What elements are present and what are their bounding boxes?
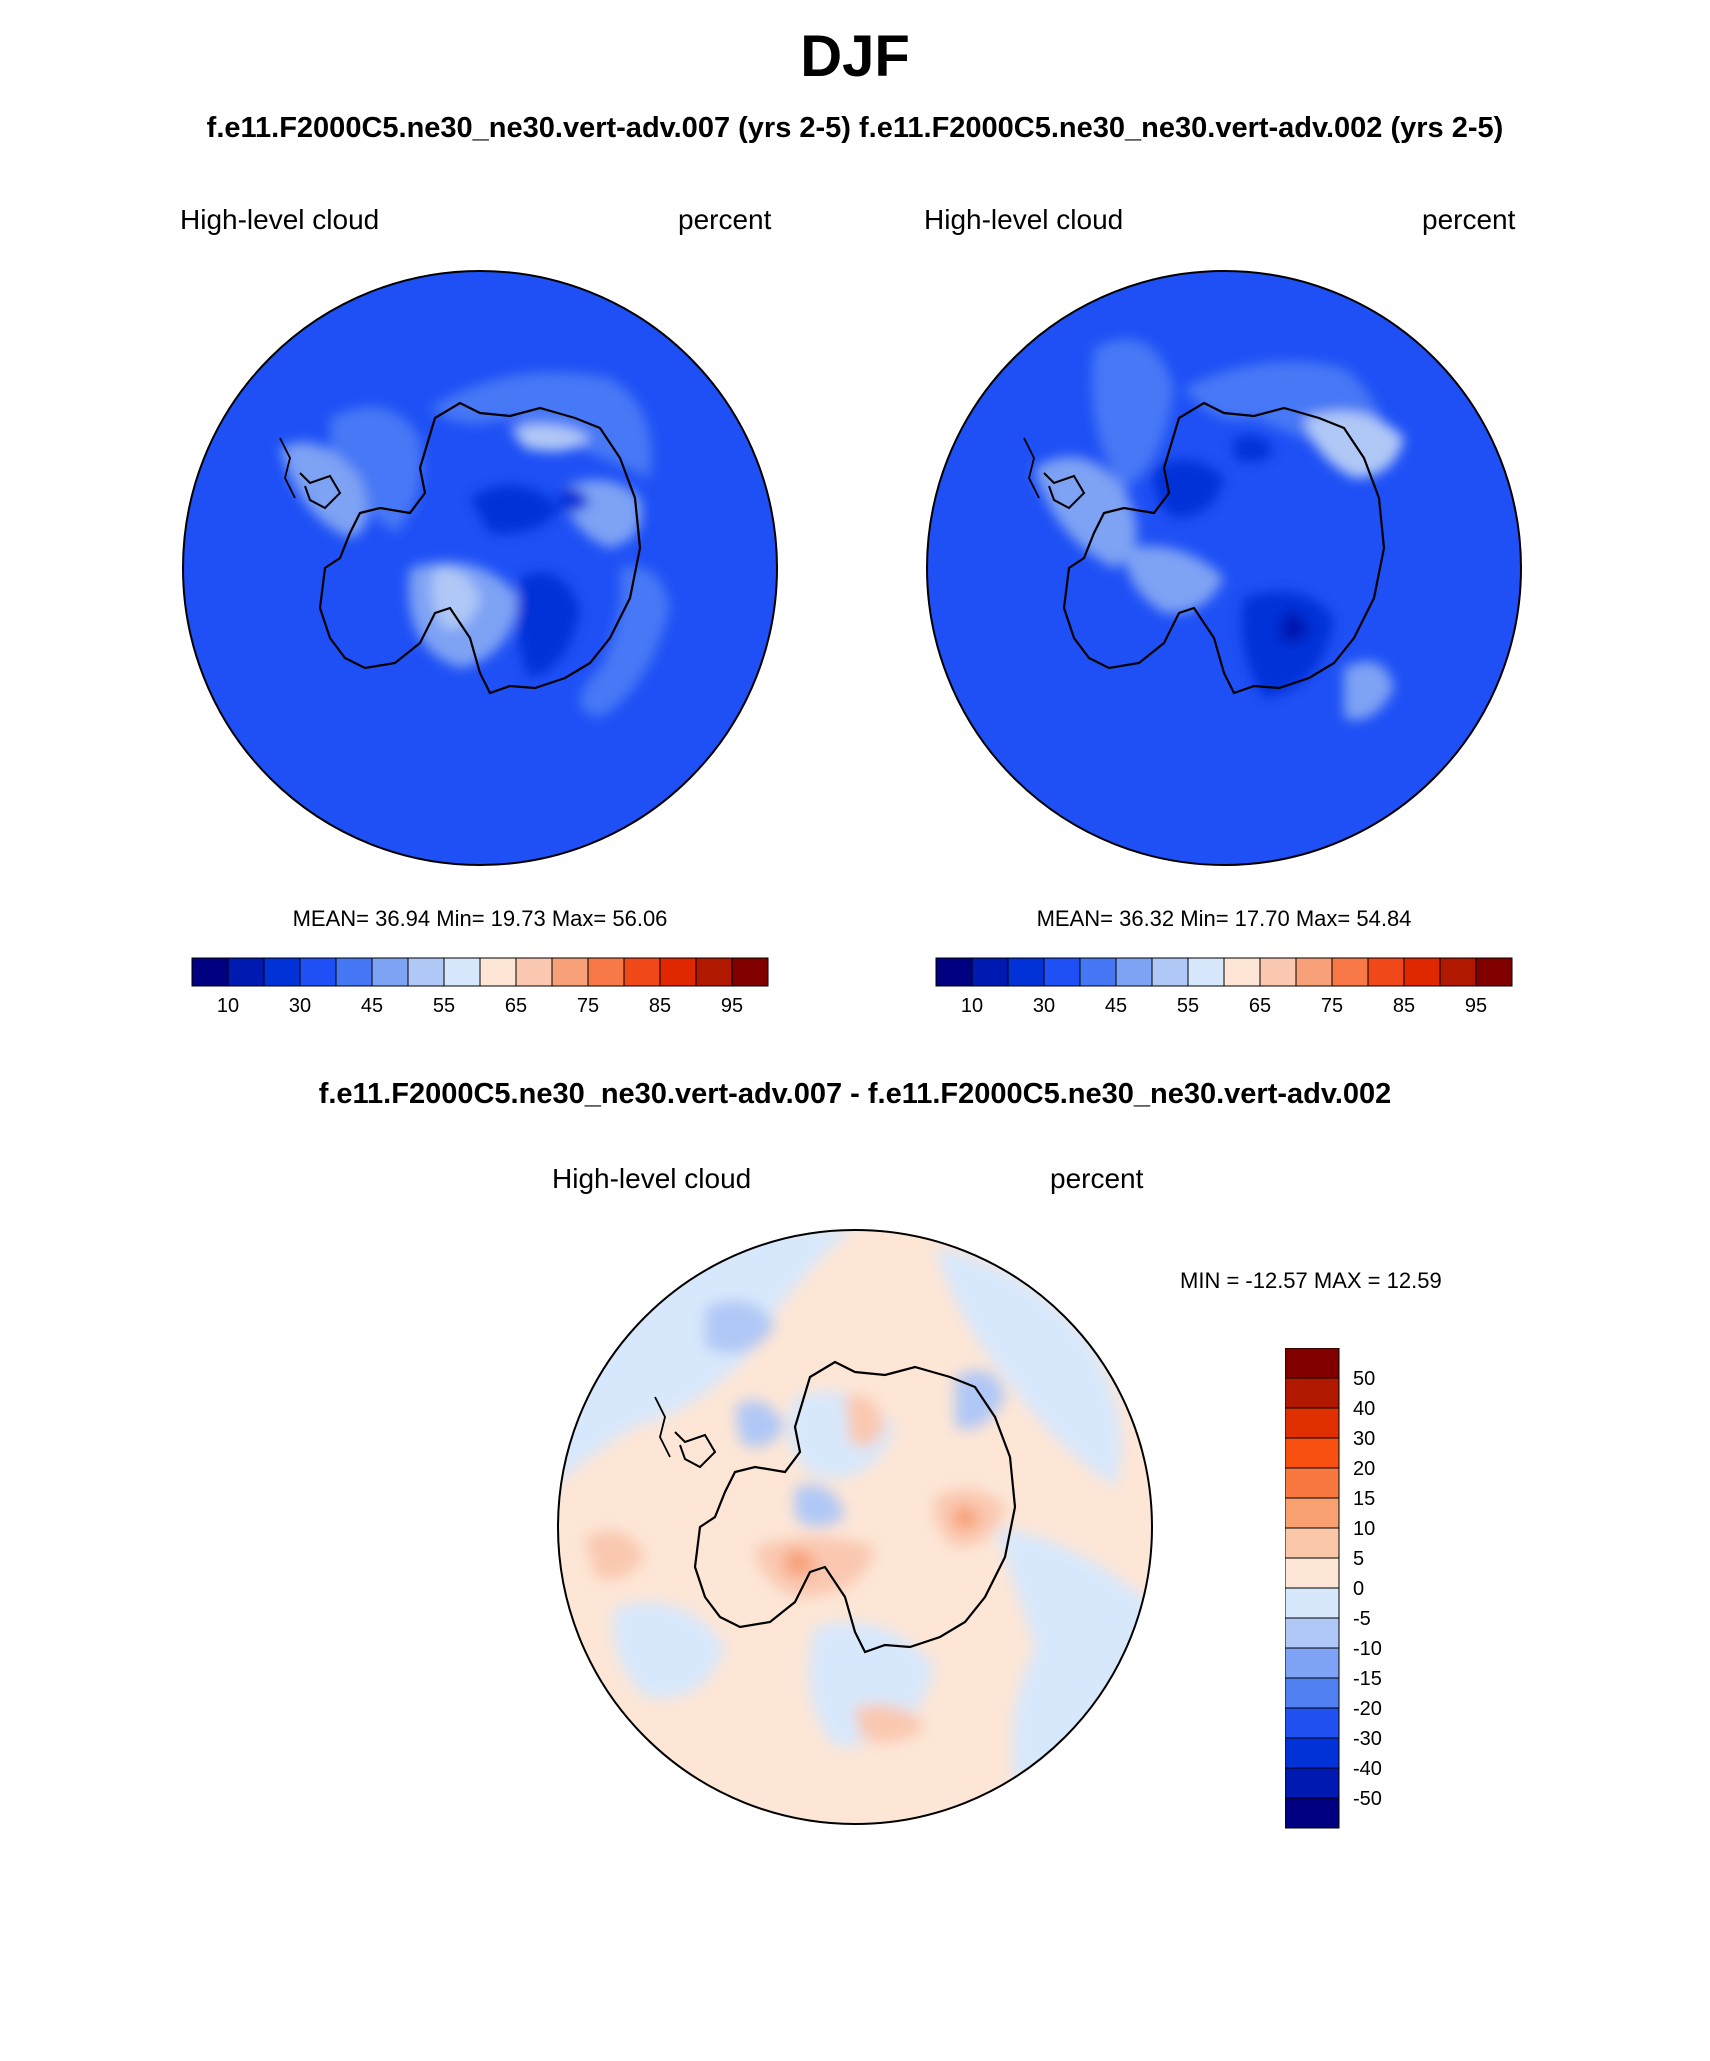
difference-colorbar-tick-label: -20 — [1353, 1698, 1382, 1720]
panel-2-colorbar-box — [1367, 957, 1405, 987]
panel-1-colorbar-tick-label: 45 — [361, 995, 383, 1017]
difference-colorbar-box — [1285, 1737, 1340, 1769]
panel-1-colorbar-box — [479, 957, 517, 987]
panel-1-colorbar-box — [371, 957, 409, 987]
difference-colorbar-tick-label: -15 — [1353, 1668, 1382, 1690]
panel-2-units: percent — [1422, 204, 1516, 235]
difference-colorbar-tick-label: 0 — [1353, 1578, 1364, 1600]
panel-1-colorbar-box — [695, 957, 733, 987]
difference-colorbar-box — [1285, 1377, 1340, 1409]
panel-1-colorbar-box — [263, 957, 301, 987]
panel-2-map — [926, 270, 1522, 866]
difference-colorbar-tick-label: 20 — [1353, 1458, 1375, 1480]
panel-2-colorbar-tick-label: 45 — [1105, 995, 1127, 1017]
panel-2-colorbar-tick-label: 30 — [1033, 995, 1055, 1017]
panel-2-colorbar-box — [935, 957, 973, 987]
panel-1-colorbar-tick-label: 30 — [289, 995, 311, 1017]
difference-colorbar-tick-label: 40 — [1353, 1398, 1375, 1420]
panel-2-colorbar-tick-label: 65 — [1249, 995, 1271, 1017]
panel-2-colorbar-box — [1043, 957, 1081, 987]
panel-2-colorbar-box — [1007, 957, 1045, 987]
panel-1-colorbar-box — [551, 957, 589, 987]
panel-2-colorbar-box — [1151, 957, 1189, 987]
difference-colorbar-tick-label: -50 — [1353, 1788, 1382, 1810]
difference-colorbar-tick-label: -10 — [1353, 1638, 1382, 1660]
difference-colorbar-tick-label: 50 — [1353, 1368, 1375, 1390]
panel-2-colorbar: 10 30 45 55 65 75 85 95 — [935, 957, 1513, 1017]
panel-2-colorbar-box — [1439, 957, 1477, 987]
difference-colorbar-box — [1285, 1527, 1340, 1559]
panel-1-colorbar-tick-label: 95 — [721, 995, 743, 1017]
panel-2-colorbar-box — [1187, 957, 1225, 987]
panel-1-colorbar-box — [191, 957, 229, 987]
diff-panel-variable: High-level cloud — [552, 1163, 752, 1194]
difference-colorbar-tick-label: 30 — [1353, 1428, 1375, 1450]
difference-colorbar-box — [1285, 1437, 1340, 1469]
panel-2-stats: MEAN= 36.32 Min= 17.70 Max= 54.84 — [1036, 906, 1412, 931]
panel-1-colorbar-box — [623, 957, 661, 987]
difference-colorbar-box — [1285, 1797, 1340, 1829]
difference-colorbar-box — [1285, 1407, 1340, 1439]
panel-1-colorbar-tick-label: 75 — [577, 995, 599, 1017]
diff-panel-units: percent — [1050, 1163, 1144, 1194]
panel-1-colorbar-tick-label: 65 — [505, 995, 527, 1017]
difference-title: f.e11.F2000C5.ne30_ne30.vert-adv.007 - f… — [318, 1078, 1392, 1110]
panel-1-units: percent — [678, 204, 772, 235]
difference-colorbar-box — [1285, 1767, 1340, 1799]
difference-colorbar-tick-label: -30 — [1353, 1728, 1382, 1750]
panel-2-colorbar-box — [1223, 957, 1261, 987]
panel-2-colorbar-box — [1115, 957, 1153, 987]
panel-2-colorbar-tick-label: 95 — [1465, 995, 1487, 1017]
panel-2-colorbar-box — [1259, 957, 1297, 987]
panel-1-colorbar-tick-label: 85 — [649, 995, 671, 1017]
panel-2-colorbar-box — [1475, 957, 1513, 987]
difference-colorbar-box — [1285, 1677, 1340, 1709]
panel-2-colorbar-box — [1295, 957, 1333, 987]
panel-1-colorbar-tick-label: 55 — [433, 995, 455, 1017]
panel-1-colorbar-box — [299, 957, 337, 987]
difference-colorbar-tick-label: 10 — [1353, 1518, 1375, 1540]
panel-2-colorbar-box — [1079, 957, 1117, 987]
figure-title: DJF — [800, 24, 910, 89]
difference-colorbar-box — [1285, 1587, 1340, 1619]
diff-panel-stats: MIN = -12.57 MAX = 12.59 — [1180, 1268, 1442, 1293]
difference-colorbar-box — [1285, 1557, 1340, 1589]
difference-colorbar-box — [1285, 1617, 1340, 1649]
panel-1-colorbar-box — [335, 957, 373, 987]
panel-1-colorbar-box — [407, 957, 445, 987]
difference-colorbar-box — [1285, 1707, 1340, 1739]
difference-colorbar-box — [1285, 1467, 1340, 1499]
panel-1-colorbar-box — [515, 957, 553, 987]
panel-2-variable: High-level cloud — [924, 204, 1124, 235]
panel-1-stats: MEAN= 36.94 Min= 19.73 Max= 56.06 — [292, 906, 668, 931]
difference-colorbar-box — [1285, 1497, 1340, 1529]
panel-2-colorbar-tick-label: 85 — [1393, 995, 1415, 1017]
panel-1-colorbar-box — [587, 957, 625, 987]
panel-2-colorbar-box — [1403, 957, 1441, 987]
difference-colorbar-tick-label: 15 — [1353, 1488, 1375, 1510]
difference-map — [557, 1229, 1153, 1825]
difference-colorbar-tick-label: -40 — [1353, 1758, 1382, 1780]
panel-2-colorbar-tick-label: 55 — [1177, 995, 1199, 1017]
panel-1-colorbar-box — [731, 957, 769, 987]
difference-colorbar-box — [1285, 1348, 1340, 1379]
panel-2-colorbar-tick-label: 75 — [1321, 995, 1343, 1017]
panel-1-colorbar-box — [443, 957, 481, 987]
panel-2-colorbar-box — [1331, 957, 1369, 987]
panel-1-variable: High-level cloud — [180, 204, 380, 235]
panel-1-colorbar-box — [227, 957, 265, 987]
panel-1-colorbar-box — [659, 957, 697, 987]
difference-colorbar-tick-label: -5 — [1353, 1608, 1371, 1630]
difference-colorbar-box — [1285, 1647, 1340, 1679]
panel-1-colorbar-tick-label: 10 — [217, 995, 239, 1017]
case-title: f.e11.F2000C5.ne30_ne30.vert-adv.007 (yr… — [206, 112, 1504, 144]
panel-1-map — [182, 270, 778, 866]
panel-2-colorbar-box — [971, 957, 1009, 987]
panel-2-colorbar-tick-label: 10 — [961, 995, 983, 1017]
panel-1-colorbar: 10 30 45 55 65 75 85 95 — [191, 957, 769, 1017]
difference-colorbar-tick-label: 5 — [1353, 1548, 1364, 1570]
